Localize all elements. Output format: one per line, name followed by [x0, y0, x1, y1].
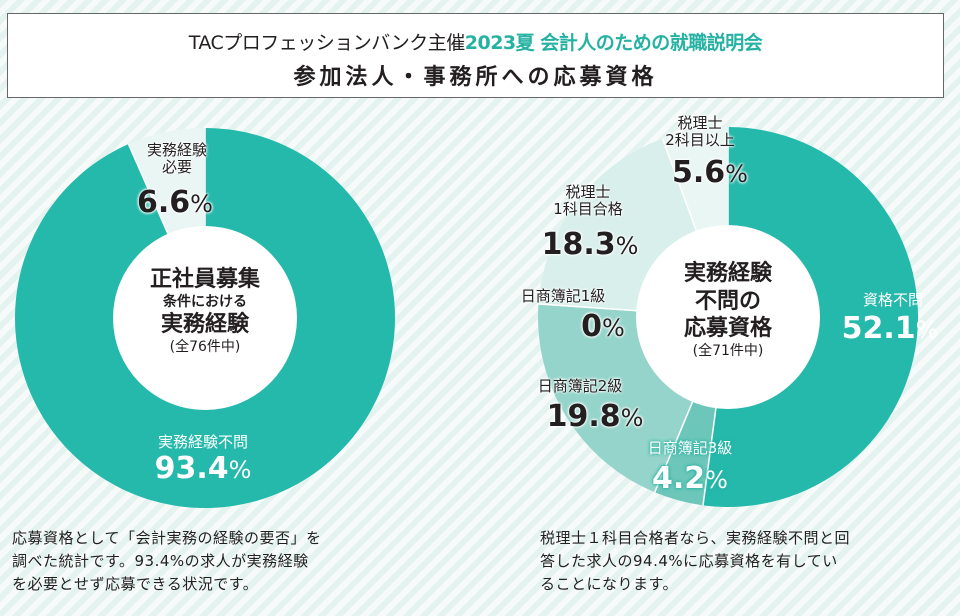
- organizer: TACプロフェッションバンク主催: [188, 32, 466, 54]
- slice-label-right-3: 日商簿記1級: [520, 287, 606, 305]
- slice-value-left-1: 6.6%: [137, 185, 213, 220]
- note-right: 税理士１科目合格者なら、実務経験不問と回 答した求人の94.4%に応募資格を有して…: [540, 529, 851, 593]
- header: TACプロフェッションバンク主催2023夏 会計人のための就職説明会 参加法人・…: [7, 13, 944, 98]
- slice-value-right-0: 52.1%: [841, 311, 939, 346]
- slice-value-right-5: 5.6%: [672, 155, 748, 190]
- header-subtitle: TACプロフェッションバンク主催2023夏 会計人のための就職説明会: [8, 31, 943, 55]
- center-right: 実務経験 不問の 応募資格 (全71件中): [683, 261, 773, 359]
- slice-value-left-0: 93.4%: [154, 451, 252, 486]
- slice-value-right-2: 19.8%: [546, 399, 644, 434]
- slice-label-left-1: 実務経験 必要: [146, 141, 208, 177]
- event-name: 2023夏 会計人のための就職説明会: [464, 32, 763, 54]
- slice-label-left-0: 実務経験不問: [157, 433, 249, 451]
- slice-value-right-3: 0%: [581, 309, 625, 344]
- slice-value-right-1: 4.2%: [652, 461, 728, 496]
- slice-label-right-0: 資格不問: [862, 291, 924, 309]
- note-left: 応募資格として「会計実務の経験の要否」を 調べた統計です。93.4%の求人が実務経…: [12, 529, 322, 593]
- slice-label-right-1: 日商簿記3級: [647, 439, 733, 457]
- donut-hole: [113, 226, 297, 410]
- slice-label-right-2: 日商簿記2級: [537, 377, 623, 395]
- center-left: 正社員募集 条件における 実務経験 (全76件中): [149, 267, 261, 355]
- slice-label-right-4: 税理士 1科目合格: [553, 183, 623, 219]
- donut-hole: [636, 225, 820, 409]
- header-title: 参加法人・事務所への応募資格: [293, 65, 658, 90]
- slice-value-right-4: 18.3%: [541, 227, 639, 262]
- slice-label-right-5: 税理士 2科目以上: [665, 114, 735, 150]
